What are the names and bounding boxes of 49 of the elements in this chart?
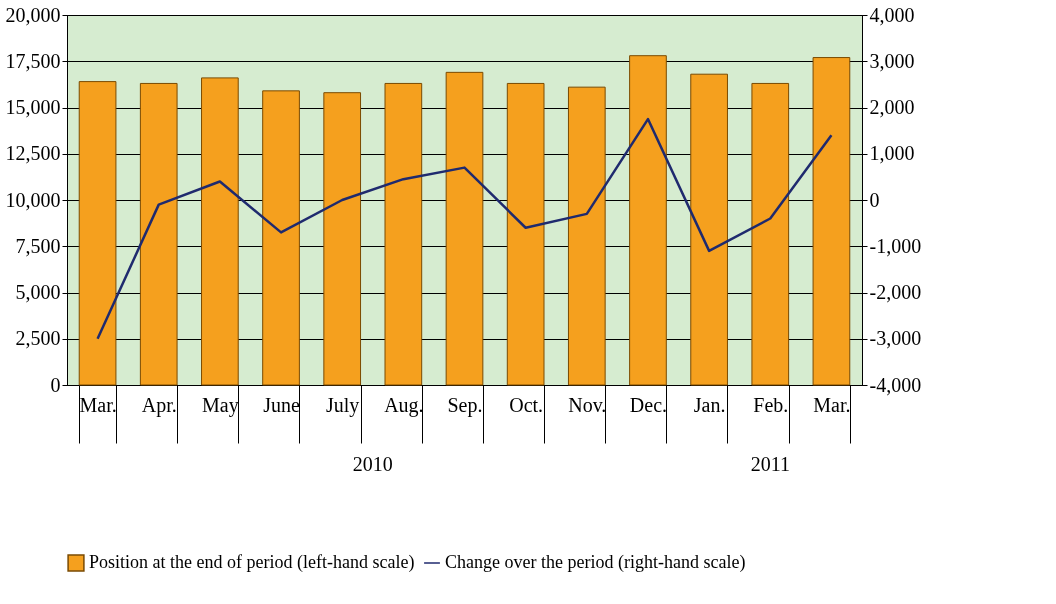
y2-tick-label: 4,000 — [869, 3, 915, 26]
bar — [812, 57, 851, 386]
x-tick-label: Nov. — [568, 393, 607, 416]
x-tick-label: Sep. — [447, 393, 483, 417]
y-tick-label: 15,000 — [5, 96, 61, 118]
bar — [139, 82, 178, 386]
line-series — [96, 117, 833, 340]
x-tick-label: Feb. — [753, 393, 789, 416]
y2-tick-label: -2,000 — [869, 281, 922, 303]
x-tick-label: July — [326, 393, 360, 417]
y-tick-label: 5,000 — [15, 281, 61, 303]
y2-tick-label: -4,000 — [869, 373, 922, 396]
y2-tick-label: -3,000 — [869, 327, 922, 350]
bar — [445, 71, 484, 386]
x-tick-label: Oct. — [509, 393, 544, 416]
text: 2011 — [750, 453, 790, 475]
y-tick-label: 7,500 — [15, 234, 61, 257]
y2-tick-label: 2,000 — [869, 96, 915, 118]
x-tick-label: June — [263, 393, 300, 416]
legend-label: Change over the period (right-hand scale) — [445, 552, 746, 573]
bar — [201, 77, 239, 386]
x-tick-label: Dec. — [629, 393, 668, 416]
bar — [690, 73, 728, 386]
bar — [384, 82, 423, 386]
y2-tick-label: -1,000 — [869, 234, 922, 257]
bar — [323, 92, 362, 386]
x-tick-label: Mar. — [79, 393, 117, 416]
bar — [751, 82, 790, 386]
x-tick-label: Aug. — [384, 393, 424, 417]
bar — [78, 81, 117, 386]
y-tick-label: 17,500 — [5, 49, 61, 72]
bar — [262, 90, 300, 386]
x-tick-label: Mar. — [813, 393, 851, 416]
y-tick-label: 10,000 — [5, 188, 61, 211]
y-tick-label: 12,500 — [5, 142, 61, 165]
y2-tick-label: 0 — [869, 188, 880, 211]
y2-tick-label: 3,000 — [869, 49, 915, 72]
y2-tick-label: 1,000 — [869, 142, 915, 165]
x-tick-label: Apr. — [141, 393, 177, 417]
y-tick-label: 0 — [50, 373, 61, 396]
bar — [567, 86, 606, 386]
y-tick-label: 2,500 — [15, 327, 61, 350]
x-tick-label: Jan. — [693, 393, 726, 416]
legend-label: Position at the end of period (left-hand scale) — [89, 552, 415, 573]
text: 2010 — [352, 453, 393, 475]
bar — [629, 55, 667, 386]
x-tick-label: May — [202, 393, 239, 417]
bar — [506, 82, 545, 386]
y-tick-label: 20,000 — [5, 3, 61, 26]
